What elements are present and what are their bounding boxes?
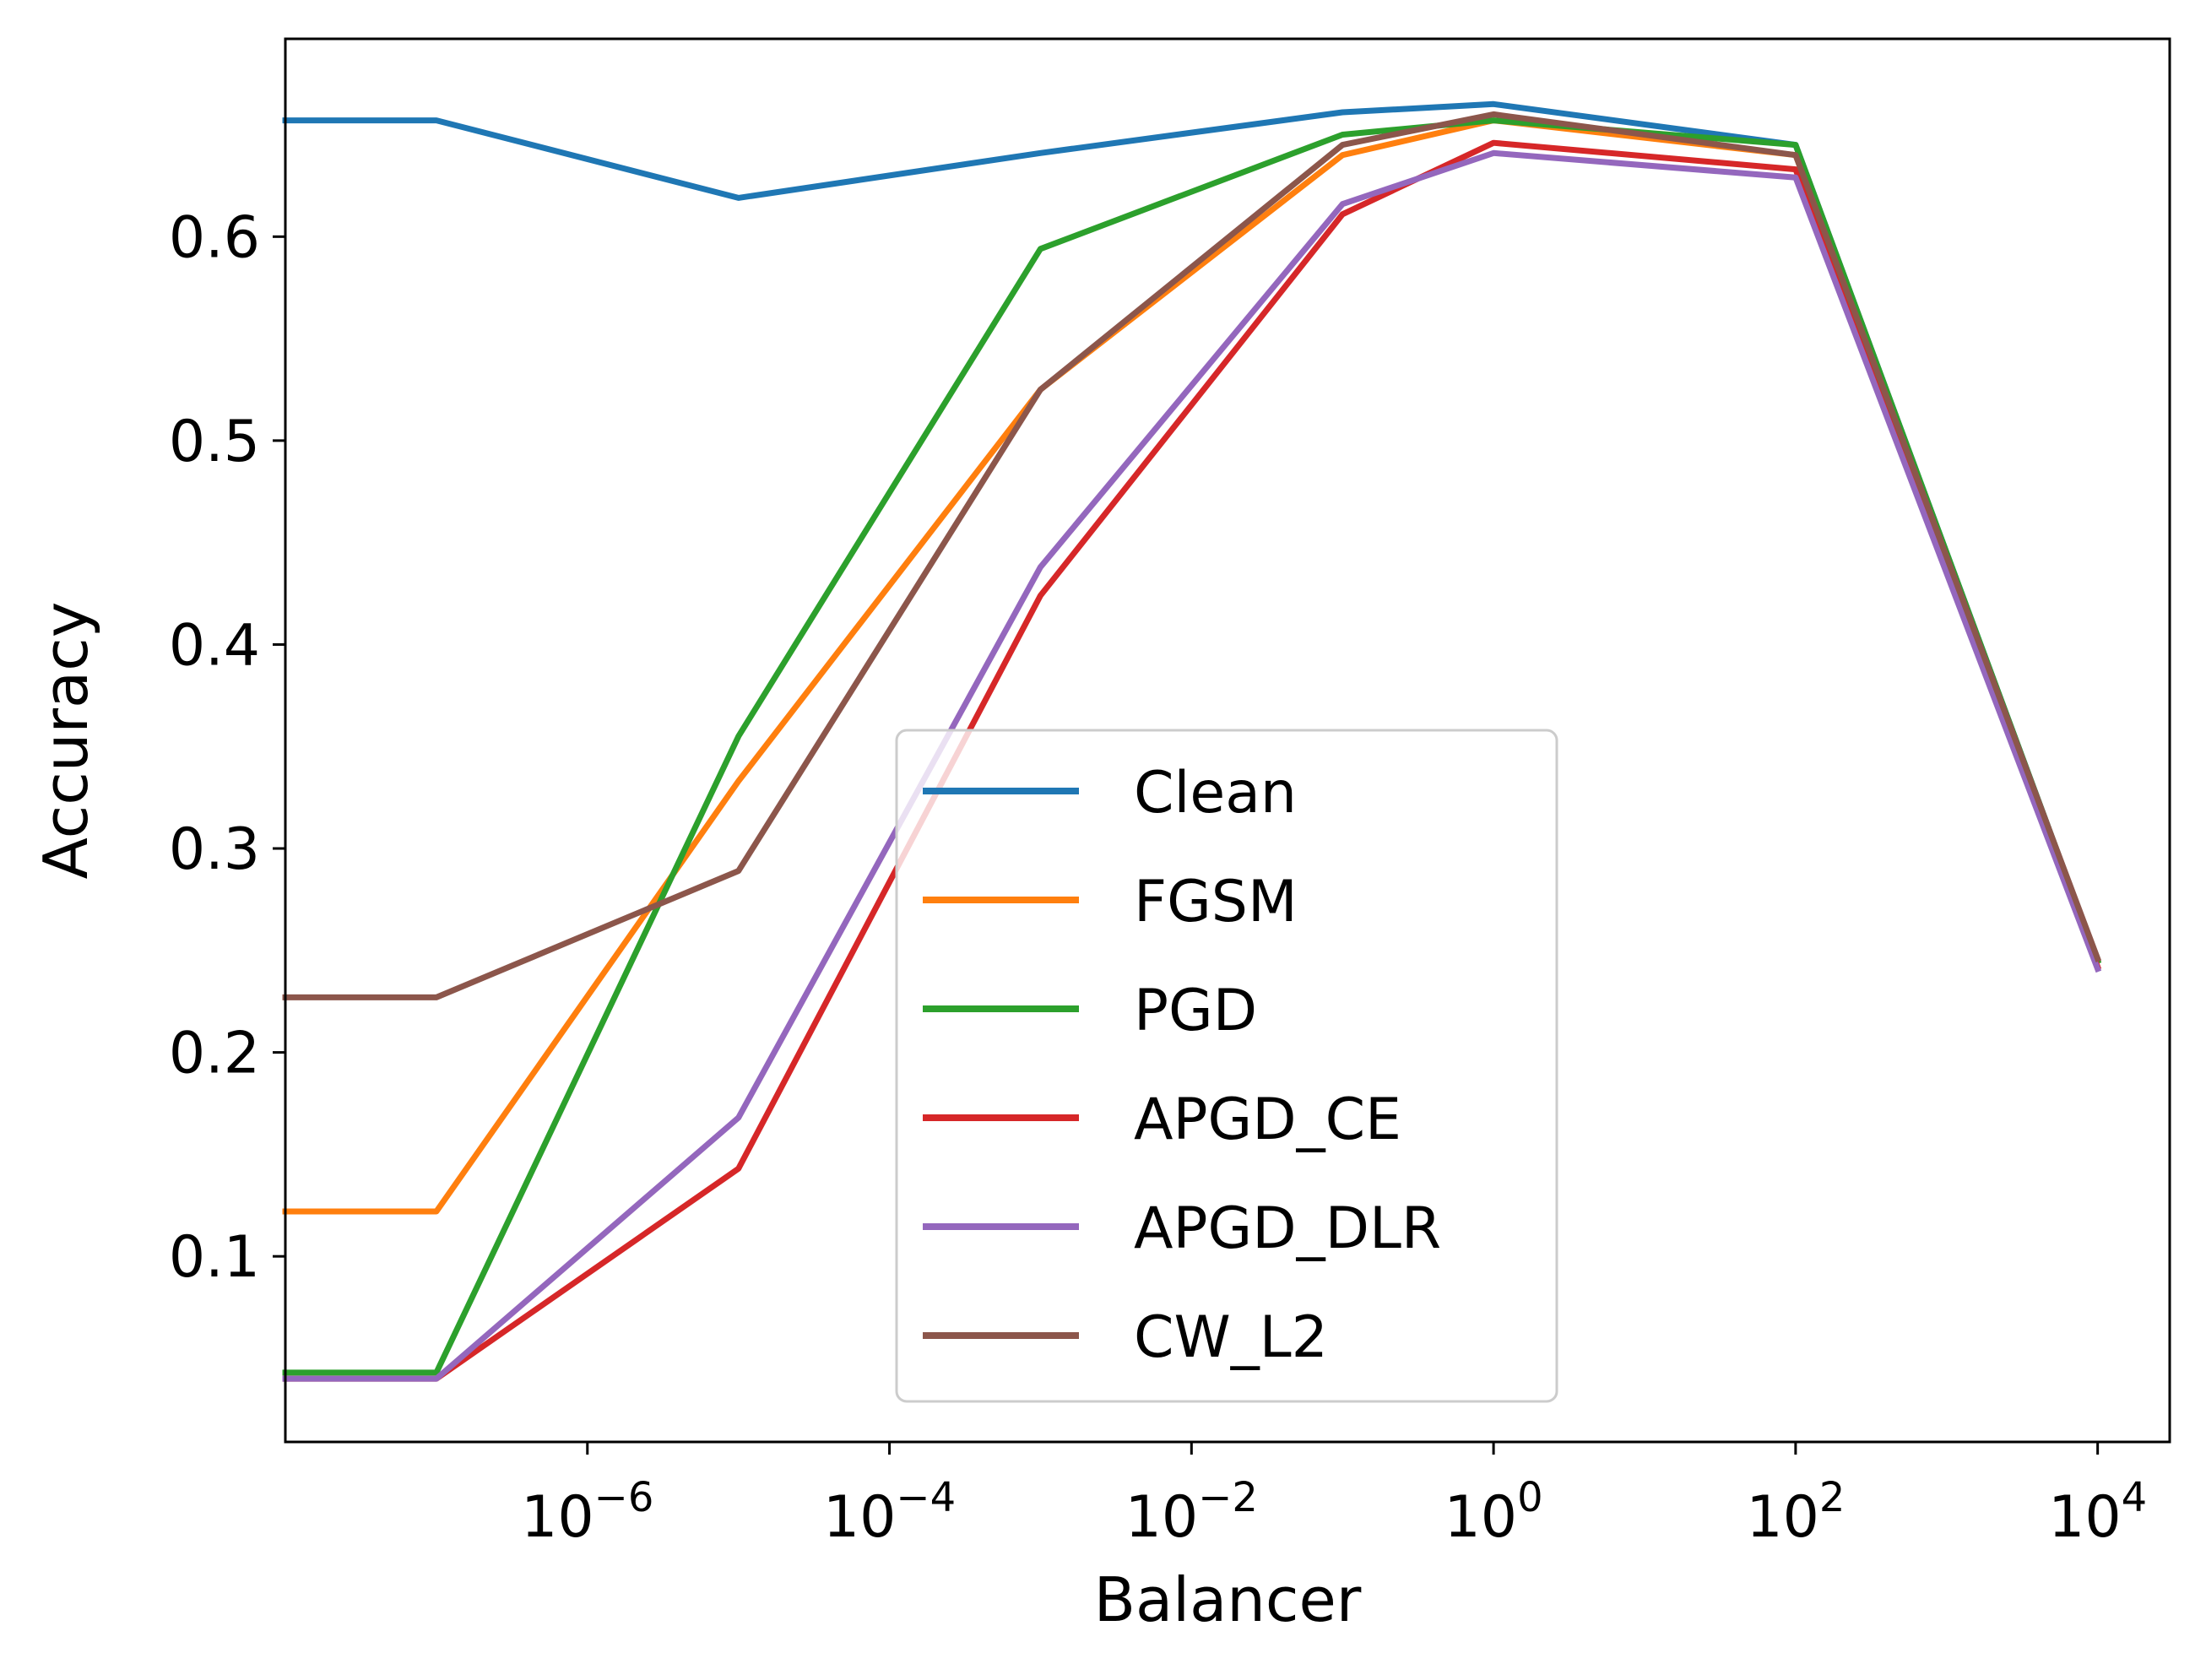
x-tick-label: 10−2	[1125, 1474, 1258, 1551]
y-tick-label: 0.2	[169, 1021, 260, 1087]
legend-label-clean: Clean	[1134, 760, 1297, 826]
x-tick-label: 102	[1746, 1474, 1845, 1551]
series-line-pgd	[282, 117, 2102, 1376]
series-line-apgd-dlr	[282, 149, 2102, 1382]
legend: Clean FGSM PGD APGD_CE APGD_DLR CW_L2	[895, 729, 1558, 1403]
x-tick-label: 10−6	[521, 1474, 653, 1551]
series-line-apgd-ce	[282, 139, 2102, 1382]
x-tick-label: 10−4	[823, 1474, 956, 1551]
series-line-cw-l2	[282, 111, 2102, 1000]
y-axis-label: Accuracy	[30, 602, 101, 880]
y-tick-label: 0.5	[169, 409, 260, 475]
x-axis-label: Balancer	[1094, 1564, 1362, 1635]
legend-label-fgsm: FGSM	[1134, 869, 1298, 935]
y-axis-ticks: 0.1 0.2 0.3 0.4 0.5 0.6	[169, 204, 285, 1291]
legend-label-cw-l2: CW_L2	[1134, 1304, 1328, 1371]
y-tick-label: 0.6	[169, 204, 260, 271]
x-axis-ticks: 10−6 10−4 10−2 100 102 104	[521, 1442, 2147, 1551]
legend-label-pgd: PGD	[1134, 978, 1257, 1044]
legend-box	[895, 729, 1558, 1403]
legend-label-apgd-dlr: APGD_DLR	[1134, 1195, 1441, 1262]
plot-frame	[284, 37, 2171, 1444]
y-tick-label: 0.1	[169, 1224, 260, 1291]
x-tick-label: 104	[2048, 1474, 2147, 1551]
y-tick-label: 0.3	[169, 816, 260, 883]
x-tick-label: 100	[1444, 1474, 1543, 1551]
series-lines	[282, 100, 2102, 1382]
y-tick-label: 0.4	[169, 612, 260, 679]
legend-label-apgd-ce: APGD_CE	[1134, 1087, 1401, 1153]
